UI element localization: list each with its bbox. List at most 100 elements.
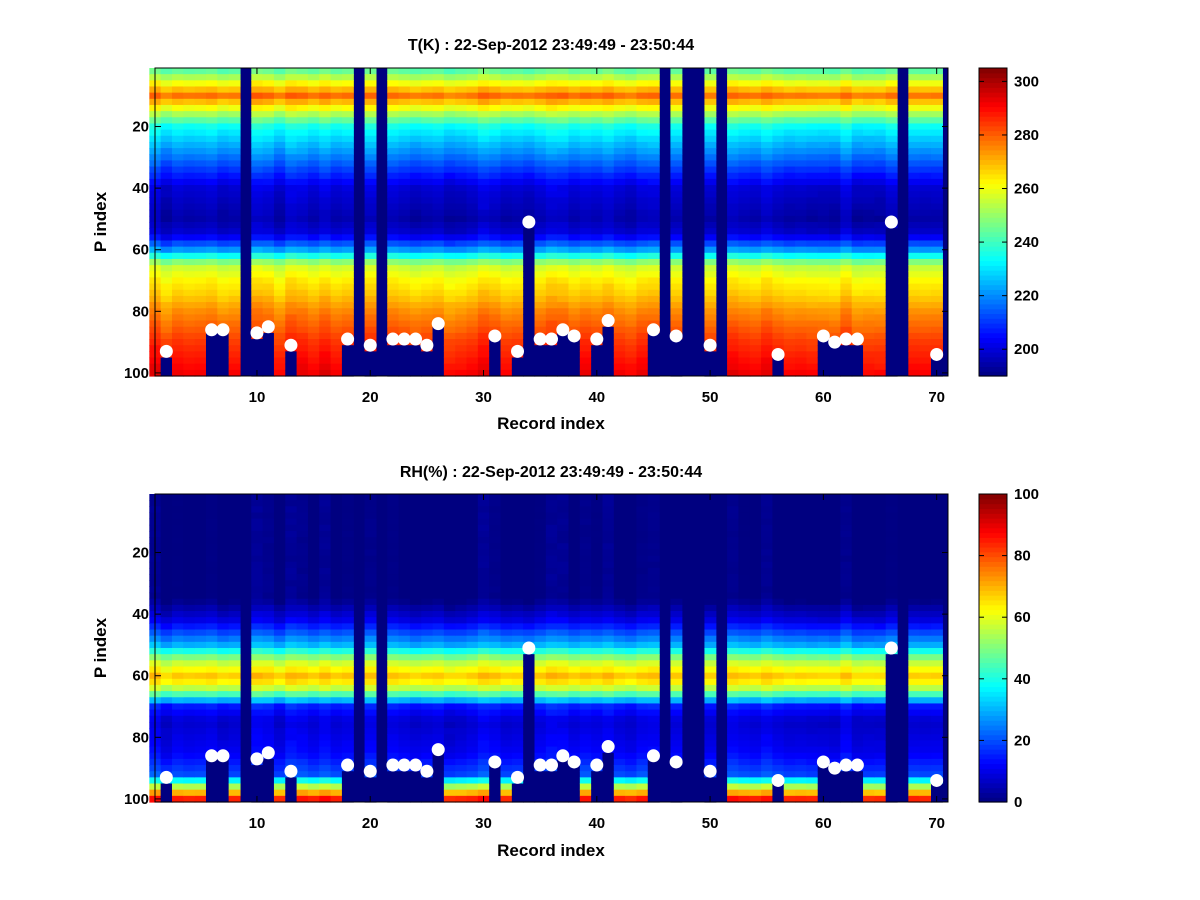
heatmap-cell — [613, 148, 626, 155]
heatmap-cell — [511, 320, 524, 328]
heatmap-cell — [183, 92, 196, 100]
heatmap-cell — [489, 678, 502, 686]
heatmap-cell — [205, 339, 218, 346]
heatmap-cell — [806, 295, 819, 303]
heatmap-cell — [489, 160, 502, 168]
heatmap-cell — [341, 660, 354, 668]
heatmap-cell — [534, 678, 547, 686]
heatmap-cell — [931, 295, 943, 303]
heatmap-cell — [443, 123, 456, 131]
heatmap-cell — [863, 369, 875, 377]
heatmap-cell — [591, 197, 604, 205]
heatmap-cell — [455, 598, 468, 606]
heatmap-cell — [341, 611, 354, 618]
colorbar-swatch — [979, 106, 1007, 112]
heatmap-cell — [285, 567, 298, 575]
heatmap-cell — [409, 135, 422, 143]
heatmap-cell — [511, 283, 524, 291]
heatmap-cell — [409, 697, 422, 705]
heatmap-cell — [432, 240, 445, 248]
heatmap-cell — [523, 148, 536, 155]
heatmap-cell — [262, 740, 275, 748]
heatmap-cell — [398, 506, 411, 514]
heatmap-cell — [806, 289, 819, 297]
heatmap-column — [874, 68, 887, 377]
heatmap-cell — [251, 148, 264, 155]
heatmap-cell — [477, 580, 490, 587]
heatmap-cell — [307, 654, 320, 661]
heatmap-cell — [160, 283, 173, 291]
heatmap-cell — [341, 185, 354, 192]
heatmap-cell — [205, 246, 218, 254]
heatmap-cell — [625, 369, 638, 377]
heatmap-cell — [251, 74, 264, 81]
heatmap-cell — [421, 141, 434, 149]
heatmap-cell — [183, 549, 196, 557]
heatmap-cell — [806, 369, 819, 377]
heatmap-cell — [829, 135, 841, 143]
heatmap-cell — [251, 580, 264, 587]
heatmap-cell — [217, 191, 230, 198]
heatmap-cell — [387, 537, 400, 544]
temperature-chart-title: T(K) : 22-Sep-2012 23:49:49 - 23:50:44 — [408, 37, 694, 54]
heatmap-cell — [817, 74, 830, 81]
heatmap-cell — [817, 308, 830, 315]
heatmap-cell — [296, 117, 309, 125]
heatmap-cell — [398, 512, 411, 520]
heatmap-cell — [319, 246, 332, 254]
colorbar-swatch — [979, 308, 1007, 315]
heatmap-cell — [500, 320, 513, 328]
heatmap-cell — [795, 326, 807, 334]
heatmap-cell — [523, 160, 536, 168]
heatmap-cell — [489, 691, 502, 698]
colorbar-swatch — [979, 82, 1007, 88]
heatmap-cell — [398, 789, 411, 797]
heatmap-cell — [296, 357, 309, 365]
heatmap-cell — [421, 512, 434, 520]
heatmap-cell — [205, 500, 218, 507]
heatmap-cell — [704, 357, 717, 365]
heatmap-cell — [319, 326, 332, 334]
heatmap-cell — [919, 135, 932, 143]
heatmap-cell — [364, 506, 377, 514]
heatmap-column — [160, 68, 173, 377]
heatmap-cell — [602, 369, 615, 377]
heatmap-cell — [387, 98, 400, 106]
heatmap-cell — [421, 215, 434, 223]
heatmap-cell — [829, 326, 841, 334]
heatmap-cell — [307, 240, 320, 248]
heatmap-cell — [341, 654, 354, 661]
heatmap-cell — [443, 154, 456, 161]
heatmap-cell — [466, 314, 479, 322]
heatmap-cell — [534, 289, 547, 297]
heatmap-cell — [330, 567, 343, 575]
heatmap-cell — [285, 506, 298, 514]
colorbar-swatch — [979, 217, 1007, 223]
heatmap-cell — [466, 111, 479, 118]
heatmap-cell — [387, 783, 400, 791]
heatmap-cell — [704, 129, 717, 137]
heatmap-cell — [296, 258, 309, 266]
heatmap-cell — [364, 641, 377, 649]
heatmap-cell — [330, 537, 343, 544]
heatmap-cell — [307, 314, 320, 322]
heatmap-cell — [183, 117, 196, 125]
heatmap-cell — [840, 277, 853, 285]
colorbar-swatch — [979, 135, 1007, 141]
heatmap-cell — [477, 332, 490, 340]
heatmap-cell — [534, 363, 547, 371]
heatmap-cell — [364, 98, 377, 106]
heatmap-cell — [455, 86, 468, 94]
heatmap-cell — [432, 154, 445, 161]
heatmap-cell — [466, 240, 479, 248]
heatmap-cell — [330, 148, 343, 155]
heatmap-cell — [273, 277, 286, 285]
heatmap-cell — [523, 524, 536, 532]
heatmap-cell — [874, 209, 887, 217]
heatmap-cell — [613, 166, 626, 174]
heatmap-cell — [500, 728, 513, 735]
heatmap-cell — [183, 721, 196, 729]
heatmap-cell — [511, 641, 524, 649]
heatmap-cell — [523, 92, 536, 100]
heatmap-cell — [455, 215, 468, 223]
